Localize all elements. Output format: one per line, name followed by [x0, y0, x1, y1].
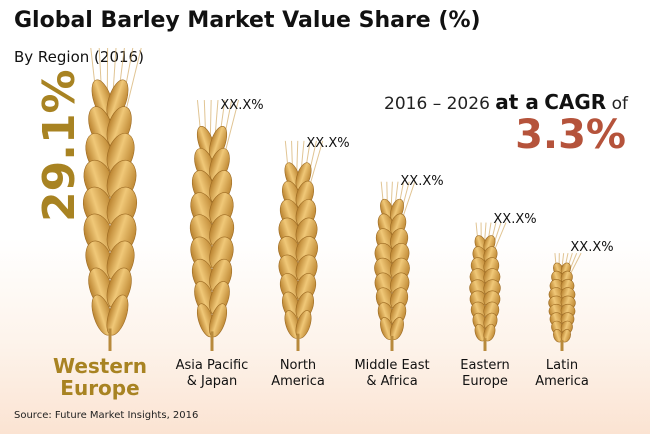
category-label-line: Latin [545, 358, 579, 373]
title-box: Global Barley Market Value Share (%) [0, 0, 492, 44]
bar-barley-ear-0 [82, 47, 142, 351]
category-label-line: & Africa [366, 374, 418, 389]
bar-barley-ear-4 [469, 222, 507, 351]
lead-value-label: 29.1% [34, 69, 85, 222]
chart-subtitle: By Region (2016) [14, 48, 144, 66]
bar-barley-ear-3 [374, 181, 416, 351]
bar-value-label: XX.X% [220, 98, 264, 114]
category-label-line: Western [52, 354, 148, 378]
category-label: Eastern Europe [425, 358, 545, 390]
cagr-caption: 2016 – 2026 at a CAGR of [384, 90, 628, 114]
cagr-period: 2016 – 2026 [384, 94, 490, 114]
cagr-label: CAGR [544, 90, 607, 114]
category-label-line: North [279, 358, 317, 373]
category-label: Asia Pacific & Japan [152, 358, 272, 390]
bar-value-label: XX.X% [306, 135, 350, 151]
bar-value-label: XX.X% [570, 239, 614, 255]
cagr-value: 3.3% [515, 112, 626, 158]
category-label-line: America [535, 374, 589, 389]
category-label: Western Europe [40, 355, 160, 399]
bar-barley-ear-1 [189, 99, 240, 351]
category-label-line: Asia Pacific [175, 358, 249, 373]
category-label: North America [238, 358, 358, 390]
category-label: Middle East & Africa [332, 358, 452, 390]
source-note: Source: Future Market Insights, 2016 [14, 410, 199, 421]
bar-value-label: XX.X% [400, 173, 444, 189]
bar-barley-ear-2 [278, 140, 324, 351]
category-label-line: Eastern [460, 358, 510, 373]
bar-value-label: XX.X% [493, 211, 537, 227]
category-label: Latin America [502, 358, 622, 390]
cagr-at-a: at a [495, 90, 539, 114]
category-label-line: Europe [60, 376, 140, 400]
chart-title: Global Barley Market Value Share (%) [14, 8, 481, 33]
cagr-of: of [611, 94, 628, 114]
category-label-line: Europe [462, 374, 508, 389]
category-label-line: America [271, 374, 325, 389]
category-label-line: Middle East [354, 358, 430, 373]
category-label-line: & Japan [186, 374, 238, 389]
bar-barley-ear-5 [548, 252, 582, 351]
